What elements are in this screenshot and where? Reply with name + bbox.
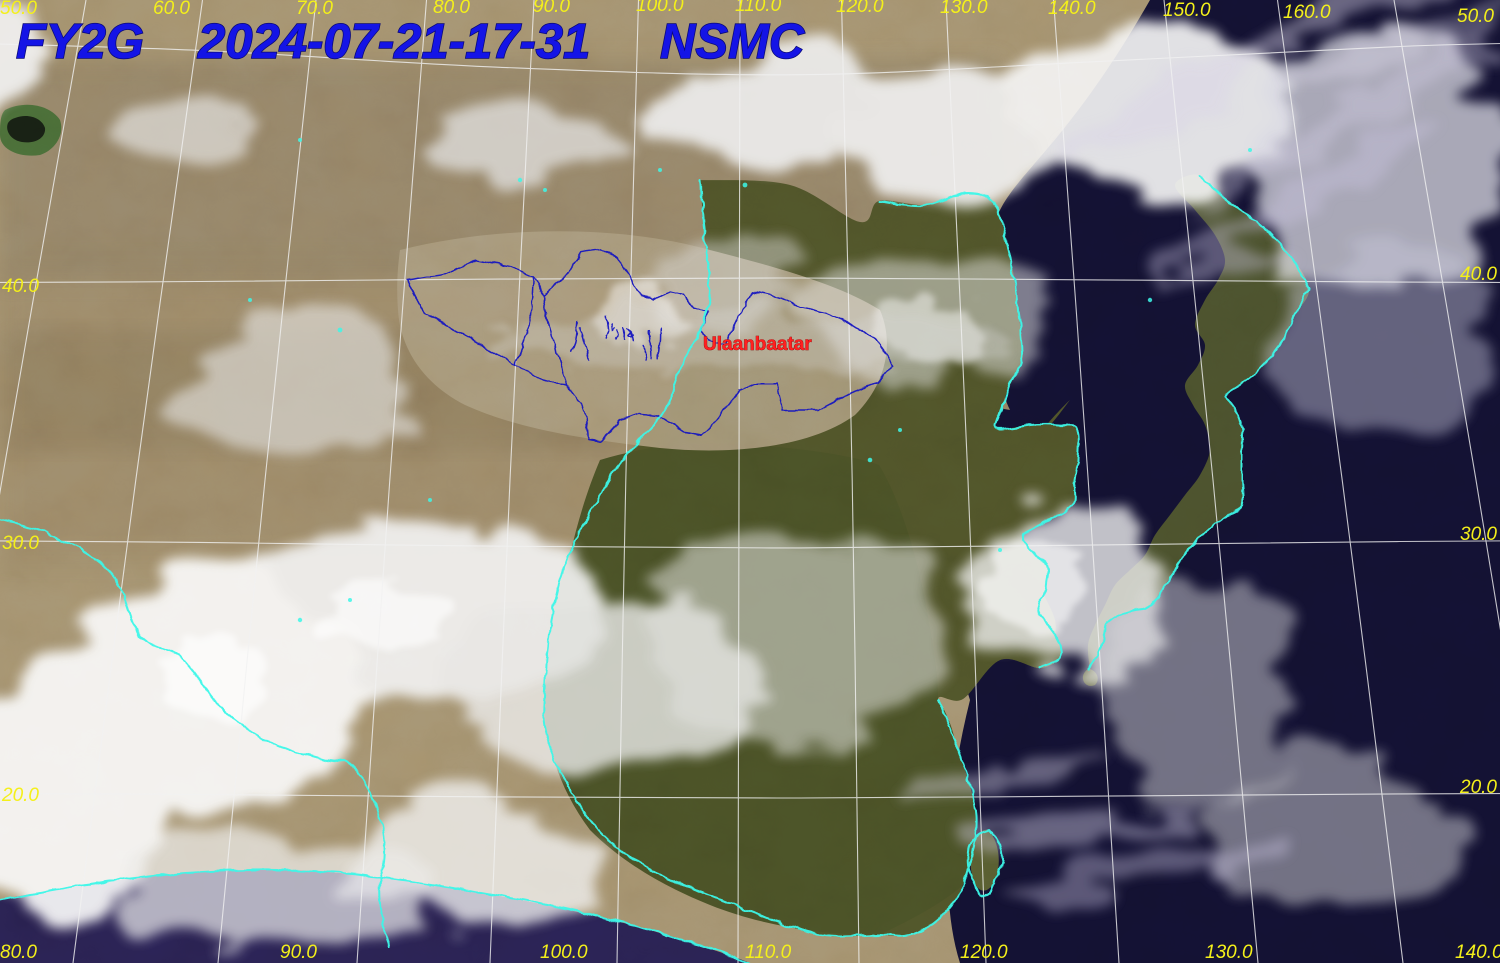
svg-text:20.0: 20.0	[1, 785, 39, 806]
svg-text:120.0: 120.0	[836, 0, 884, 17]
svg-text:50.0: 50.0	[1457, 6, 1494, 27]
svg-text:110.0: 110.0	[735, 0, 782, 16]
svg-text:2024-07-21-17-31: 2024-07-21-17-31	[197, 15, 590, 69]
svg-text:60.0: 60.0	[153, 0, 190, 19]
svg-text:FY2G: FY2G	[16, 15, 144, 69]
svg-text:Ulaanbaatar: Ulaanbaatar	[703, 334, 812, 355]
svg-text:NSMC: NSMC	[660, 15, 805, 69]
svg-text:100.0: 100.0	[540, 942, 588, 963]
svg-text:130.0: 130.0	[940, 0, 988, 18]
svg-text:20.0: 20.0	[1459, 777, 1497, 798]
svg-text:140.0: 140.0	[1455, 942, 1500, 963]
svg-text:40.0: 40.0	[2, 276, 39, 297]
svg-text:90.0: 90.0	[280, 942, 317, 963]
svg-text:110.0: 110.0	[745, 942, 792, 963]
svg-text:120.0: 120.0	[960, 942, 1008, 963]
svg-text:30.0: 30.0	[2, 533, 39, 554]
svg-text:80.0: 80.0	[0, 942, 37, 963]
svg-text:140.0: 140.0	[1048, 0, 1096, 19]
svg-text:30.0: 30.0	[1460, 524, 1497, 545]
svg-text:40.0: 40.0	[1460, 264, 1497, 285]
svg-text:130.0: 130.0	[1205, 942, 1253, 963]
svg-text:160.0: 160.0	[1283, 2, 1331, 23]
svg-text:100.0: 100.0	[636, 0, 684, 16]
svg-text:150.0: 150.0	[1163, 0, 1211, 21]
